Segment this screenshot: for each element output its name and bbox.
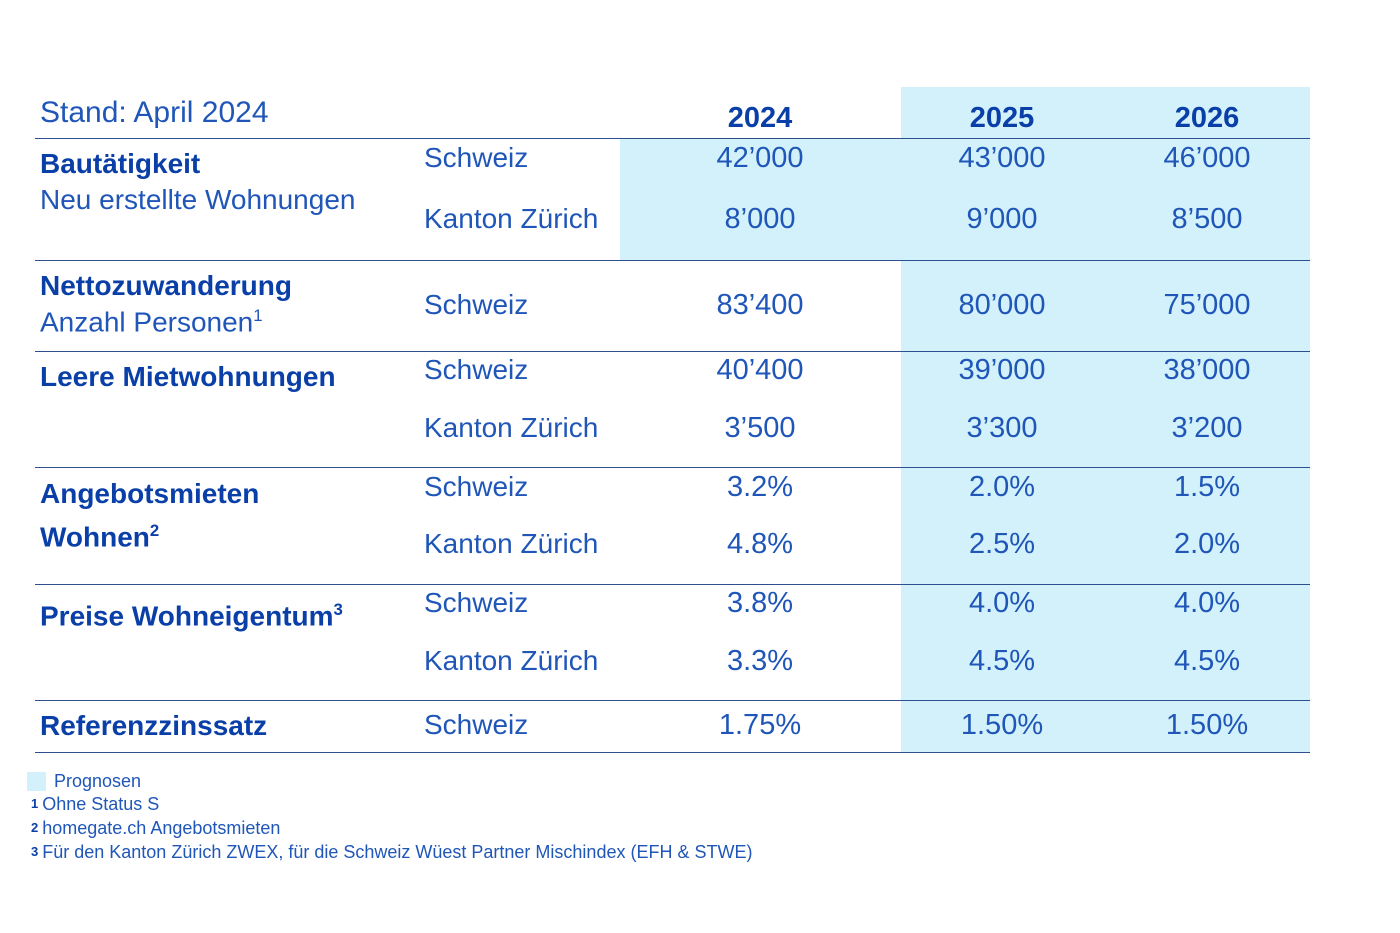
legend-label-prognosen: Prognosen [54,771,142,791]
rule-header [35,138,1310,139]
region-label: Schweiz [424,709,529,740]
region-label: Kanton Zürich [424,645,599,676]
value-cell: 8’000 [724,203,796,235]
value-cell: 3’200 [1171,412,1243,444]
value-cell: 83’400 [716,289,804,321]
value-cell: 2.5% [968,528,1036,560]
rule-bottom [35,752,1310,753]
value-cell: 9’000 [966,203,1038,235]
value-cell: 4.0% [1173,587,1241,619]
category-leere-mietwohnungen: Leere Mietwohnungen [40,361,336,392]
rule-netto [35,351,1310,352]
value-cell: 1.75% [718,709,802,741]
value-cell: 43’000 [958,142,1046,174]
forecast-shade-bau-2024 [620,139,901,261]
value-cell: 75’000 [1163,289,1251,321]
year-header-2025: 2025 [969,102,1035,134]
value-cell: 2.0% [968,471,1036,503]
value-cell: 2.0% [1173,528,1241,560]
stand-label: Stand: April 2024 [40,96,269,129]
value-cell: 3.3% [726,645,794,677]
value-cell: 38’000 [1163,354,1251,386]
region-label: Schweiz [424,471,529,502]
subtitle-nettozuwanderung: Anzahl Personen1 [40,306,263,338]
category-angebotsmieten-wohnen: Angebotsmieten Wohnen2 [40,478,260,553]
value-cell: 3.2% [726,471,794,503]
region-label: Kanton Zürich [424,412,599,443]
value-cell: 1.50% [1165,709,1249,741]
value-cell: 42’000 [716,142,804,174]
value-cell: 39’000 [958,354,1046,386]
value-cell: 3.8% [726,587,794,619]
rule-bau [35,260,1310,261]
value-cell: 4.5% [1173,645,1241,677]
subtitle-bautaetigkeit: Neu erstellte Wohnungen [40,184,356,215]
value-cell: 40’400 [716,354,804,386]
value-cell: 1.5% [1173,471,1241,503]
value-cell: 1.50% [960,709,1044,741]
legend-swatch-prognosen [27,772,46,791]
footnote-3: 3 Für den Kanton Zürich ZWEX, für die Sch… [31,842,753,862]
value-cell: 46’000 [1163,142,1251,174]
region-label: Kanton Zürich [424,203,599,234]
value-cell: 4.8% [726,528,794,560]
forecast-shade-columns [901,87,1310,752]
rule-leer [35,467,1310,468]
category-preise-wohneigentum: Preise Wohneigentum3 [40,600,343,632]
category-nettozuwanderung: Nettozuwanderung [40,270,292,301]
region-label: Schweiz [424,142,529,173]
region-label: Schweiz [424,354,529,385]
footnote-1: 1 Ohne Status S [31,794,160,814]
value-cell: 4.0% [968,587,1036,619]
year-header-2026: 2026 [1174,102,1240,134]
region-label: Schweiz [424,289,529,320]
region-label: Kanton Zürich [424,528,599,559]
region-label: Schweiz [424,587,529,618]
category-bautaetigkeit: Bautätigkeit [40,148,201,179]
value-cell: 80’000 [958,289,1046,321]
year-header-2024: 2024 [727,102,793,134]
rule-preise [35,700,1310,701]
value-cell: 3’500 [724,412,796,444]
value-cell: 8’500 [1171,203,1243,235]
rule-angebot [35,584,1310,585]
value-cell: 3’300 [966,412,1038,444]
value-cell: 4.5% [968,645,1036,677]
footnote-2: 2 homegate.ch Angebotsmieten [31,818,281,838]
category-referenzzinssatz: Referenzzinssatz [40,710,268,741]
